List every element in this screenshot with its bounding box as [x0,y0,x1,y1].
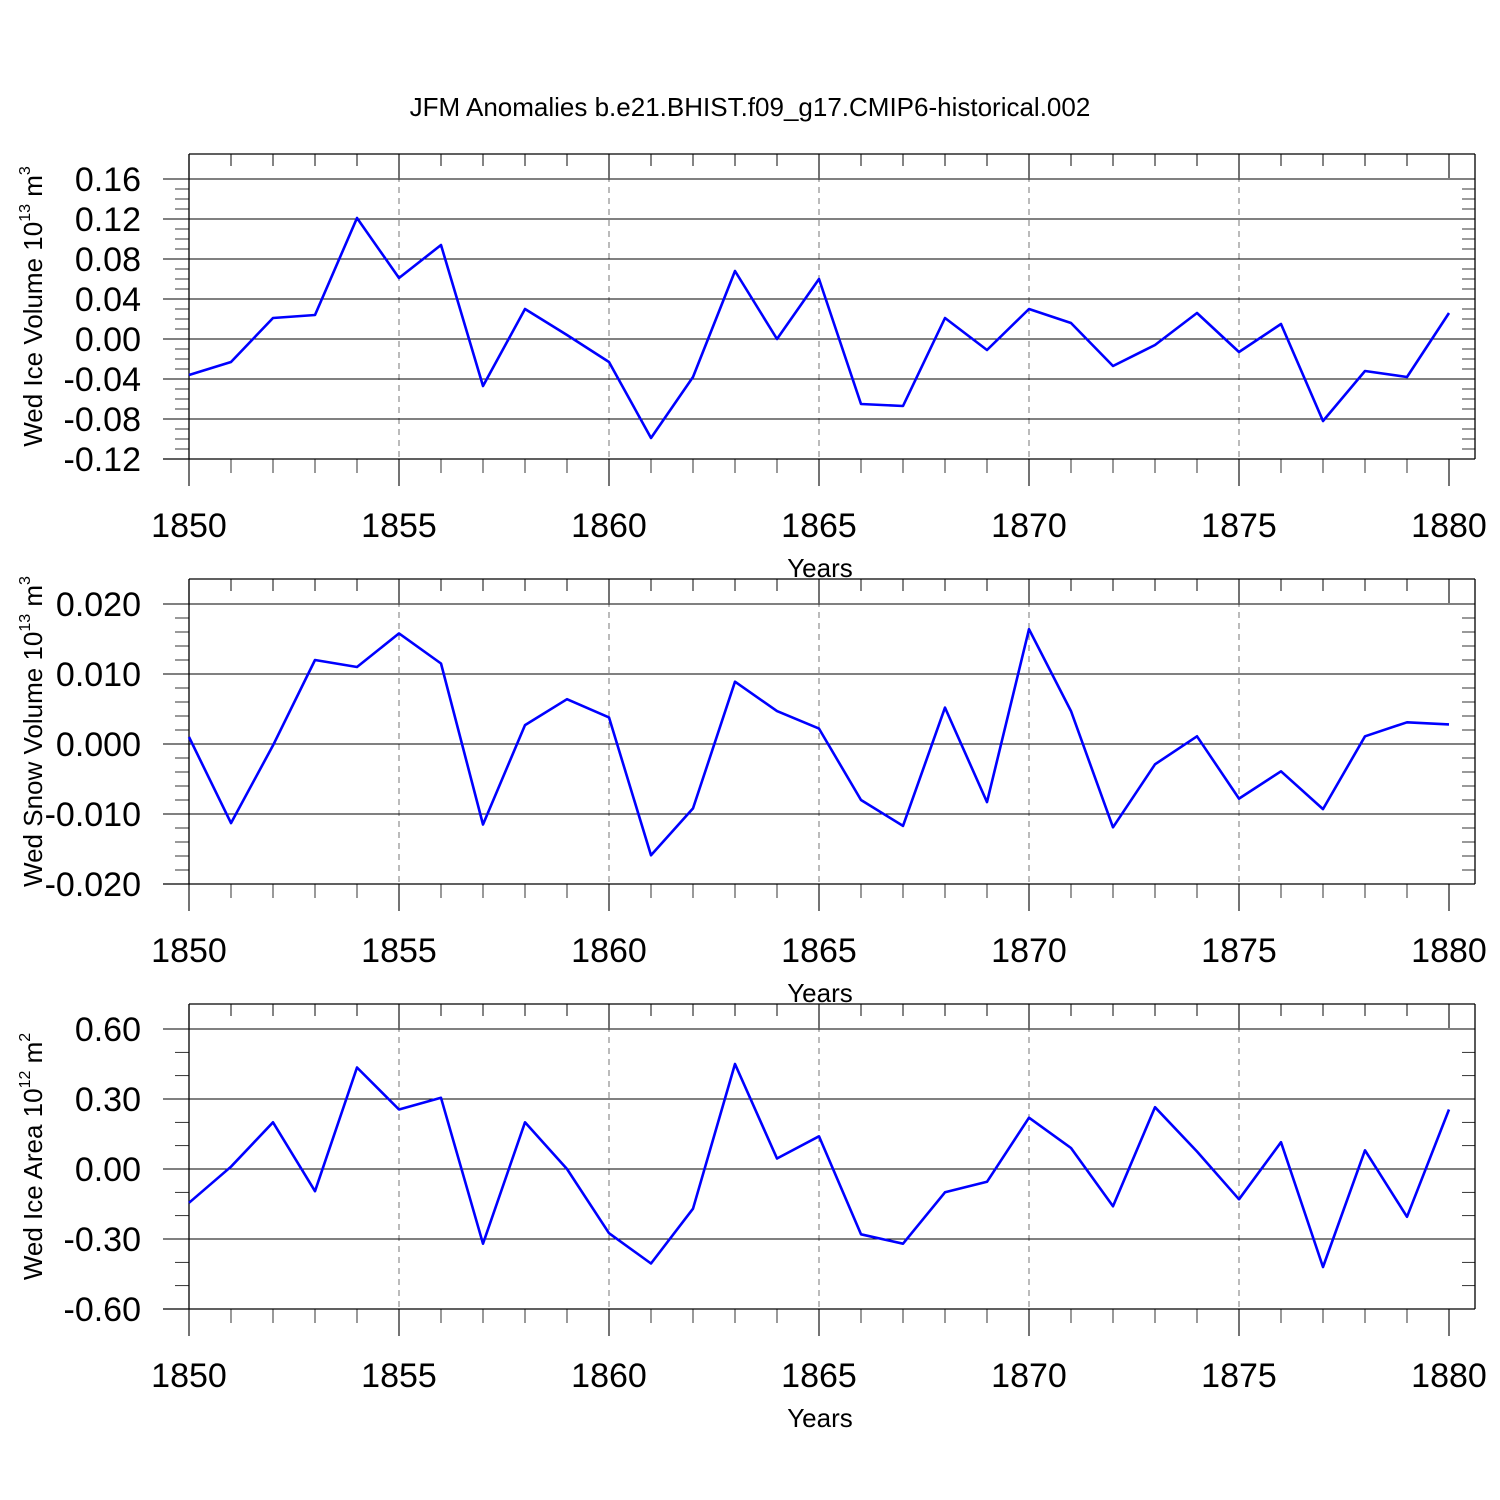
series-line [188,216,1451,440]
x-axis-title: Years [787,553,853,583]
y-tick-label: -0.010 [45,796,141,834]
y-tick-label: 0.00 [75,321,141,359]
y-tick-label: 0.010 [56,656,141,694]
y-tick-label: 0.12 [75,201,141,239]
y-tick-label: -0.12 [64,441,142,479]
series-line [188,1062,1451,1269]
x-tick-label: 1865 [781,932,857,970]
x-tick-label: 1860 [571,507,647,545]
y-axis-title: Wed Ice Volume 1013 m3 [17,166,48,447]
y-tick-label: -0.020 [45,866,141,904]
x-tick-label: 1870 [991,1357,1067,1395]
x-tick-label: 1875 [1201,1357,1277,1395]
y-tick-label: 0.16 [75,161,141,199]
y-tick-label: -0.04 [64,361,142,399]
y-tick-label: 0.04 [75,281,141,319]
x-tick-label: 1865 [781,1357,857,1395]
chart-title: JFM Anomalies b.e21.BHIST.f09_g17.CMIP6-… [410,92,1091,122]
y-axis-title: Wed Snow Volume 1013 m3 [17,576,48,887]
x-tick-label: 1880 [1411,507,1487,545]
x-tick-label: 1865 [781,507,857,545]
x-tick-label: 1875 [1201,932,1277,970]
panels: 1850 1855 1860 1865 1870 1875 1880Years-0.12-0… [17,153,1487,1433]
panel-1: 1850 1855 1860 1865 1870 1875 1880Years-0.12-0… [17,153,1487,583]
series-line [187,627,1450,857]
y-tick-label: 0.60 [75,1011,141,1049]
x-tick-label: 1855 [361,507,437,545]
y-tick-label: 0.30 [75,1081,141,1119]
x-tick-label: 1850 [151,507,227,545]
y-tick-label: -0.08 [64,401,142,439]
x-tick-label: 1875 [1201,507,1277,545]
x-axis-title: Years [787,1403,853,1433]
x-tick-label: 1850 [151,1357,227,1395]
x-tick-label: 1880 [1411,932,1487,970]
x-axis-title: Years [787,978,853,1008]
panel-2: 1850 1855 1860 1865 1870 1875 1880 Years -0.020 -… [17,576,1487,1008]
y-tick-label: 0.000 [56,726,141,764]
y-tick-label: 0.020 [56,586,141,624]
y-tick-label: 0.08 [75,241,141,279]
x-tick-label: 1855 [361,932,437,970]
x-tick-label: 1860 [571,1357,647,1395]
y-tick-label: 0.00 [75,1151,141,1189]
panel-3: 1850 1855 1860 1865 1870 1875 1880 Years -0.60 -0… [17,1003,1487,1433]
y-axis-title: Wed Ice Area 1012 m2 [17,1033,48,1280]
x-tick-label: 1870 [991,507,1067,545]
x-tick-label: 1870 [991,932,1067,970]
x-tick-label: 1850 [151,932,227,970]
x-tick-label: 1860 [571,932,647,970]
x-tick-label: 1855 [361,1357,437,1395]
x-tick-label: 1880 [1411,1357,1487,1395]
y-tick-label: -0.60 [64,1291,142,1329]
y-tick-label: -0.30 [64,1221,142,1259]
